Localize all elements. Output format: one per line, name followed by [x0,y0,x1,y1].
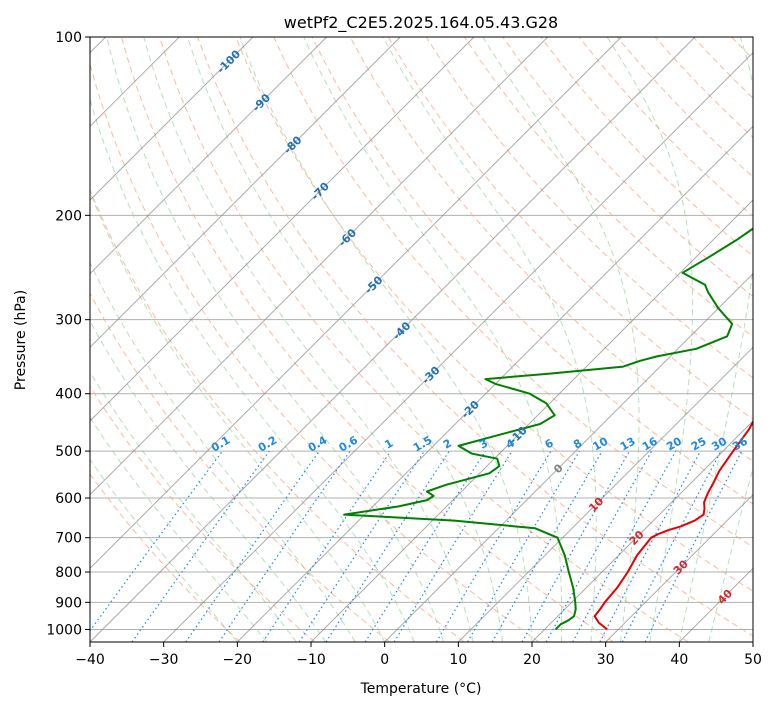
moist-adiabat [90,261,356,642]
dewpoint-trace [343,227,753,631]
mixing-ratio-line [466,450,580,642]
mixing-ratio-line [325,450,450,642]
moist-adiabat [187,37,503,642]
x-tick-label: −30 [149,652,179,668]
moist-adiabat [90,458,238,642]
mixing-ratio-line [185,450,320,642]
isotherms [90,37,753,642]
dry-adiabat [120,37,614,642]
x-tick-label: 50 [744,652,762,668]
y-tick-label: 400 [55,387,82,403]
dry-adiabat [425,37,753,379]
y-tick-label: 900 [55,595,82,611]
y-tick-label: 700 [55,531,82,547]
x-axis-label: Temperature (°C) [360,681,482,697]
moist-adiabat [90,97,415,642]
dry-adiabat [387,37,753,420]
isotherm [310,199,753,642]
y-tick-label: 100 [55,30,82,46]
isotherm [163,51,753,642]
x-tick-label: −10 [296,652,326,668]
x-tick-label: 30 [597,652,615,668]
y-axis-label: Pressure (hPa) [13,290,29,390]
mixing-ratio-line [572,450,677,642]
moist-adiabat [90,320,327,642]
x-axis: −40 −30 −20 −10 0 10 20 30 40 50 [75,642,762,668]
isotherm [90,37,696,642]
moist-adiabat [606,37,694,642]
mixing-ratio-line [218,450,351,642]
moist-adiabat [708,465,753,642]
x-tick-label: 20 [523,652,541,668]
moist-adiabat [106,37,445,642]
dry-adiabat [273,37,753,548]
dry-adiabat [311,37,753,505]
isotherm [90,37,401,349]
y-tick-label: 800 [55,565,82,581]
x-tick-label: 40 [670,652,688,668]
isotherm [605,493,753,642]
x-tick-label: 10 [449,652,467,668]
moist-adiabat [382,37,597,642]
isotherm [90,37,549,496]
sounding-traces [343,227,753,631]
isotherm [90,37,475,422]
moist-adiabat [90,416,268,642]
y-tick-label: 300 [55,313,82,329]
dry-adiabat [502,37,753,298]
dry-adiabat [235,37,753,592]
moist-adiabats [90,37,753,642]
x-tick-label: 0 [380,652,389,668]
isotherm [90,37,254,201]
moist-adiabat [143,37,474,642]
y-axis: 100 200 300 400 500 600 700 800 900 1000 [46,30,90,638]
mixing-ratio-line [262,450,392,642]
y-tick-label: 200 [55,208,82,224]
plot-frame [89,36,754,643]
moist-adiabat [90,370,297,642]
dry-adiabat [90,62,540,642]
moist-adiabat [482,37,640,642]
x-tick-label: −20 [223,652,253,668]
mixing-ratio-line [364,450,486,642]
moist-adiabat [678,37,753,642]
pressure-gridlines [90,37,753,630]
dry-adiabat [159,37,689,642]
y-tick-label: 600 [55,491,82,507]
mixing-ratio-line [393,450,513,642]
temperature-trace [593,419,753,631]
dry-adiabat [464,37,753,338]
isotherm [90,37,328,275]
dry-adiabat [90,473,241,642]
isotherm [531,420,753,642]
mixing-ratio-line [599,450,702,642]
y-tick-label: 500 [55,444,82,460]
moist-adiabat [239,37,533,642]
isotherm [236,125,753,642]
chart-title: wetPf2_C2E5.2025.164.05.43.G28 [284,13,558,33]
y-tick-label: 1000 [46,622,82,638]
isotherm [384,272,753,642]
mixing-ratio-lines [90,450,743,642]
mixing-ratio-line [435,450,552,642]
dry-adiabat [90,385,316,642]
dry-adiabat [90,292,390,642]
dry-adiabat [90,188,465,642]
mixing-ratio-line [298,450,425,642]
moist-adiabat [303,37,563,642]
dry-adiabat [349,37,753,462]
x-tick-label: −40 [75,652,105,668]
isotherm [90,37,622,570]
moist-adiabat [90,190,386,642]
